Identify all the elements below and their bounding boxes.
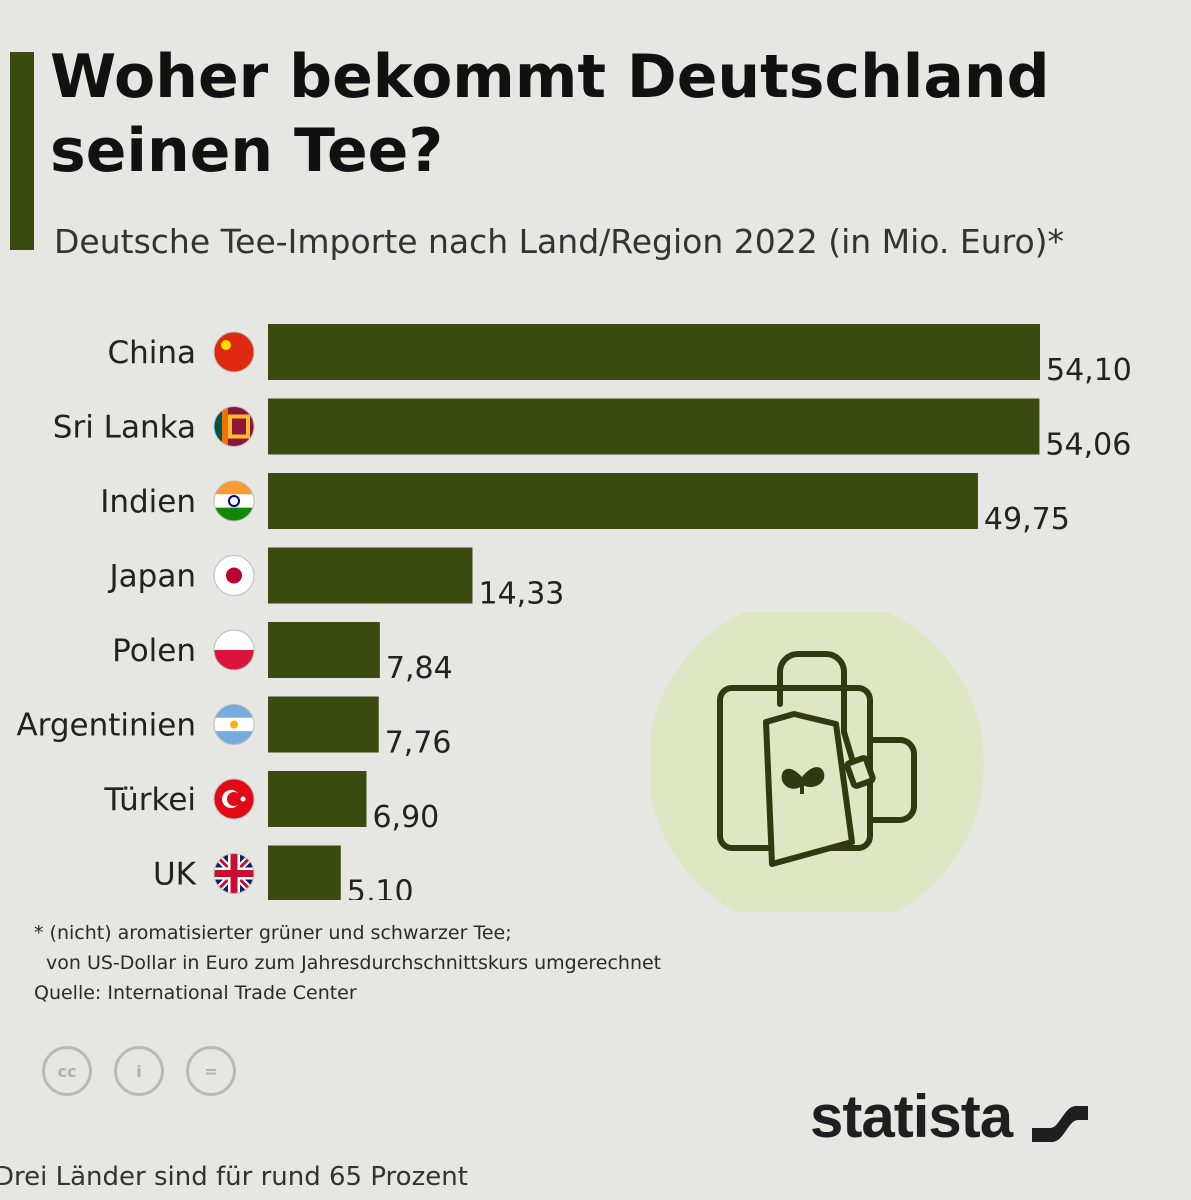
turkey-flag-icon [213, 778, 255, 820]
bar [268, 398, 1040, 455]
category-label: Indien [100, 484, 196, 520]
value-label: 14,33 [478, 577, 564, 612]
value-label: 7,84 [386, 651, 453, 686]
title-accent-bar [10, 52, 34, 250]
article-text-fragment: Drei Länder sind für rund 65 Prozent [0, 1162, 468, 1192]
equals-icon[interactable]: = [186, 1046, 236, 1096]
bar [268, 473, 978, 529]
license-icons: cc i = [42, 1046, 236, 1096]
japan-flag-icon [213, 555, 255, 596]
statista-logo[interactable]: statista [810, 1082, 1090, 1151]
footnote-line-1: * (nicht) aromatisierter grüner und schw… [34, 922, 512, 944]
source-note: Quelle: International Trade Center [34, 982, 357, 1004]
bar [268, 547, 473, 604]
bar [268, 324, 1040, 380]
sri-lanka-flag-icon [213, 406, 255, 447]
footnote-line-2: von US-Dollar in Euro zum Jahresdurchsch… [46, 952, 662, 974]
value-label: 5,10 [347, 875, 414, 901]
argentina-flag-icon [213, 704, 255, 745]
bar [268, 622, 380, 678]
bar [268, 696, 379, 753]
value-label: 6,90 [372, 800, 439, 835]
bar [268, 771, 367, 827]
value-label: 54,06 [1045, 428, 1131, 463]
info-icon[interactable]: i [114, 1046, 164, 1096]
tea-cup-icon [650, 612, 984, 912]
chart-title: Woher bekommt Deutschland seinen Tee? [50, 42, 1050, 186]
brand-name: statista [810, 1083, 1013, 1150]
value-label: 7,76 [385, 726, 452, 761]
chart-subtitle: Deutsche Tee-Importe nach Land/Region 20… [54, 222, 1065, 261]
category-label: UK [153, 857, 197, 893]
bar [268, 845, 341, 900]
category-label: Türkei [103, 782, 196, 818]
uk-flag-icon [213, 853, 255, 894]
poland-flag-icon [213, 629, 255, 671]
statista-wave-icon [1032, 1105, 1089, 1142]
india-flag-icon [213, 480, 255, 522]
category-label: Polen [112, 633, 196, 669]
value-label: 49,75 [984, 502, 1070, 537]
footnote: * (nicht) aromatisierter grüner und schw… [34, 918, 661, 1008]
china-flag-icon [213, 331, 255, 373]
category-label: Argentinien [16, 708, 196, 744]
category-label: China [107, 335, 196, 371]
creative-commons-icon[interactable]: cc [42, 1046, 92, 1096]
value-label: 54,10 [1046, 353, 1132, 388]
category-label: Sri Lanka [53, 410, 196, 446]
bar-chart: China 54,10 Sri Lanka 54,06 Indien 49,75 Japan… [16, 324, 1132, 901]
category-label: Japan [108, 559, 196, 595]
